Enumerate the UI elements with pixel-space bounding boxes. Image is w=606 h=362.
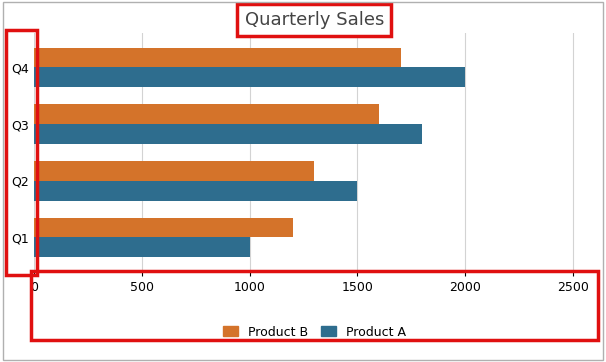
Bar [34,48,401,67]
Bar [34,104,379,124]
Bar [34,67,465,87]
Title: Quarterly Sales: Quarterly Sales [245,11,384,29]
Legend: Product B, Product A: Product B, Product A [218,321,411,344]
Bar [34,161,315,181]
Bar [34,218,293,237]
Bar [34,124,422,144]
Bar [34,181,358,201]
Bar [34,237,250,257]
